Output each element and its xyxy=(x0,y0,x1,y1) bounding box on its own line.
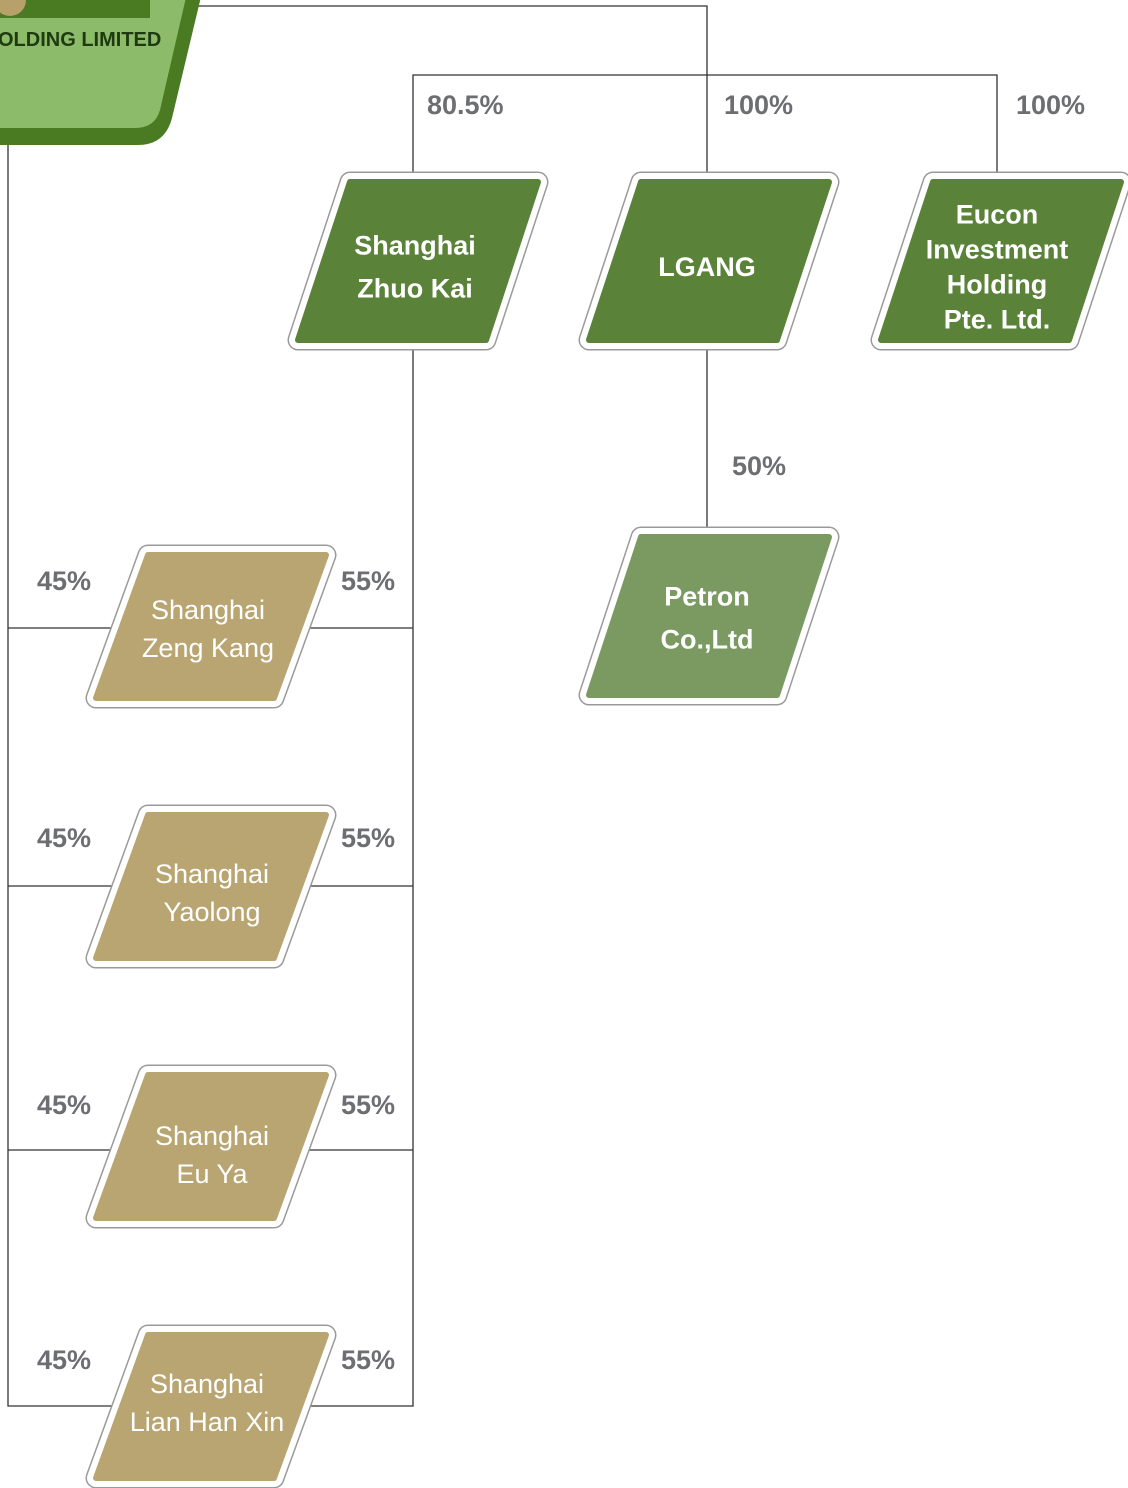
entity-node: Shanghai Yaolong xyxy=(85,804,337,969)
ownership-label: 55% xyxy=(341,823,395,853)
node-shape xyxy=(93,812,329,961)
connector xyxy=(195,5,708,75)
node-label: Shanghai xyxy=(155,1121,269,1151)
ownership-label: 55% xyxy=(341,1345,395,1375)
node-shape xyxy=(295,179,541,343)
ownership-label: 55% xyxy=(341,566,395,596)
node-label: Investment xyxy=(926,235,1069,265)
node-label: Pte. Ltd. xyxy=(944,305,1051,335)
node-label: Shanghai xyxy=(151,595,265,625)
nodes: Shanghai Zhuo Kai LGANG Eucon Investment Hold… xyxy=(85,171,1128,1488)
node-label: Yaolong xyxy=(163,897,260,927)
node-shape xyxy=(93,1072,329,1221)
node-shape xyxy=(878,179,1124,343)
ownership-label: 80.5% xyxy=(427,90,504,120)
node-label: Shanghai xyxy=(150,1369,264,1399)
node-label: Shanghai xyxy=(155,859,269,889)
entity-node: Shanghai Eu Ya xyxy=(85,1064,337,1229)
ownership-label: 100% xyxy=(1016,90,1085,120)
logo-text: OLDING LIMITED xyxy=(0,29,161,51)
logo-panel xyxy=(0,0,186,128)
node-label: Co.,Ltd xyxy=(661,625,754,655)
node-label: Eucon xyxy=(956,200,1039,230)
logo-mark xyxy=(0,0,26,16)
ownership-label: 100% xyxy=(724,90,793,120)
node-label: Lian Han Xin xyxy=(130,1407,285,1437)
node-shape xyxy=(586,534,832,698)
node-label: Shanghai xyxy=(354,231,476,261)
logo-mark xyxy=(0,0,150,18)
ownership-label: 45% xyxy=(37,566,91,596)
ownership-label: 45% xyxy=(37,1345,91,1375)
node-label: Eu Ya xyxy=(176,1159,248,1189)
node-shape xyxy=(93,552,329,701)
ownership-label: 50% xyxy=(732,451,786,481)
ownership-label: 45% xyxy=(37,1090,91,1120)
edge-labels: 80.5% 100% 100% 50% 45% 55% 45% 55% 45% 55% 45% 55% xyxy=(37,90,1085,1375)
entity-node: Shanghai Zhuo Kai xyxy=(287,171,549,351)
entity-node: Petron Co.,Ltd xyxy=(578,526,840,706)
logo: OLDING LIMITED xyxy=(0,0,201,145)
node-label: Holding xyxy=(947,270,1047,300)
entity-node: Shanghai Lian Han Xin xyxy=(85,1324,337,1488)
entity-node: Shanghai Zeng Kang xyxy=(85,544,337,709)
node-shape xyxy=(586,179,832,343)
ownership-label: 45% xyxy=(37,823,91,853)
node-label: Petron xyxy=(664,582,750,612)
entity-node: Eucon Investment Holding Pte. Ltd. xyxy=(870,171,1128,351)
node-shape xyxy=(93,1332,329,1481)
node-label: LGANG xyxy=(658,252,756,282)
node-label: Zeng Kang xyxy=(142,633,274,663)
connector xyxy=(412,74,998,172)
entity-node: LGANG xyxy=(578,171,840,351)
ownership-label: 55% xyxy=(341,1090,395,1120)
node-label: Zhuo Kai xyxy=(357,274,473,304)
